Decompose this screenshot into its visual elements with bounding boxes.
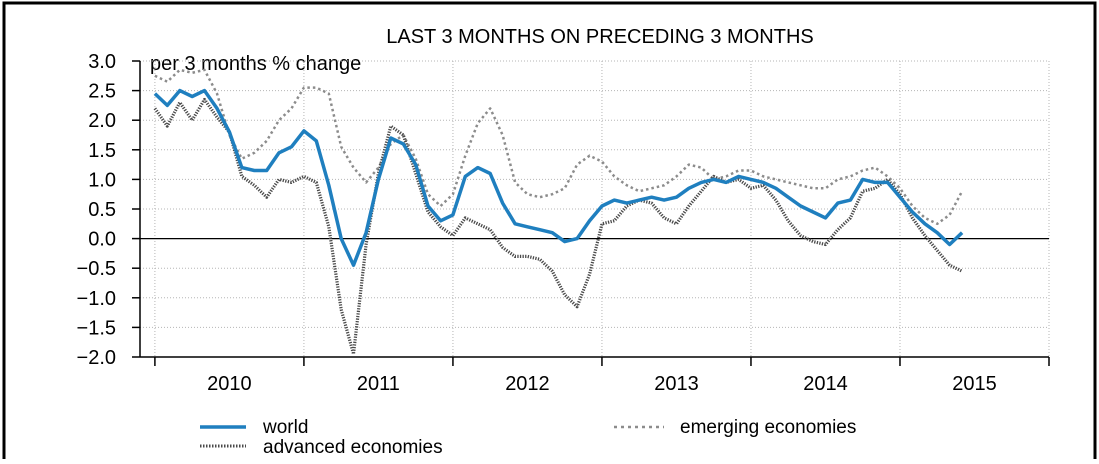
x-tick-label: 2015	[952, 373, 997, 395]
legend-advanced-label: advanced economies	[263, 437, 443, 458]
legend-world-label: world	[262, 417, 308, 438]
series-line-emerging	[154, 68, 964, 226]
y-tick-label: 1.5	[88, 140, 116, 162]
y-axis-unit-label: per 3 months % change	[150, 53, 361, 75]
x-tick-label: 2014	[803, 373, 848, 395]
x-tick-label: 2012	[505, 373, 550, 395]
y-tick-label: 2.5	[88, 81, 116, 103]
chart-title: LAST 3 MONTHS ON PRECEDING 3 MONTHS	[386, 26, 813, 48]
legend: world advanced economies emerging econom…	[200, 417, 856, 458]
y-tick-label: 3.0	[88, 51, 116, 73]
x-tick-label: 2013	[654, 373, 699, 395]
grid	[140, 60, 1050, 358]
series-line-world	[153, 88, 964, 267]
y-tick-label: 0.5	[88, 199, 116, 221]
y-tick-label: −1.0	[77, 288, 116, 310]
series-lines	[153, 68, 964, 356]
x-tick-label: 2011	[357, 373, 400, 395]
y-tick-label: 2.0	[88, 110, 116, 132]
legend-emerging-label: emerging economies	[680, 417, 856, 438]
x-tick-label: 2010	[207, 373, 252, 395]
y-tick-label: 1.0	[88, 169, 116, 191]
y-tick-label: −1.5	[77, 317, 116, 339]
y-tick-label: −0.5	[77, 258, 116, 280]
y-tick-label: 0.0	[88, 229, 116, 251]
y-tick-label: −2.0	[77, 347, 116, 369]
axes: 3.0 2.5 2.0 1.5 1.0 0.5 0.0 −0.5 −1.0 −1.5 −2.0 201…	[77, 51, 1050, 395]
